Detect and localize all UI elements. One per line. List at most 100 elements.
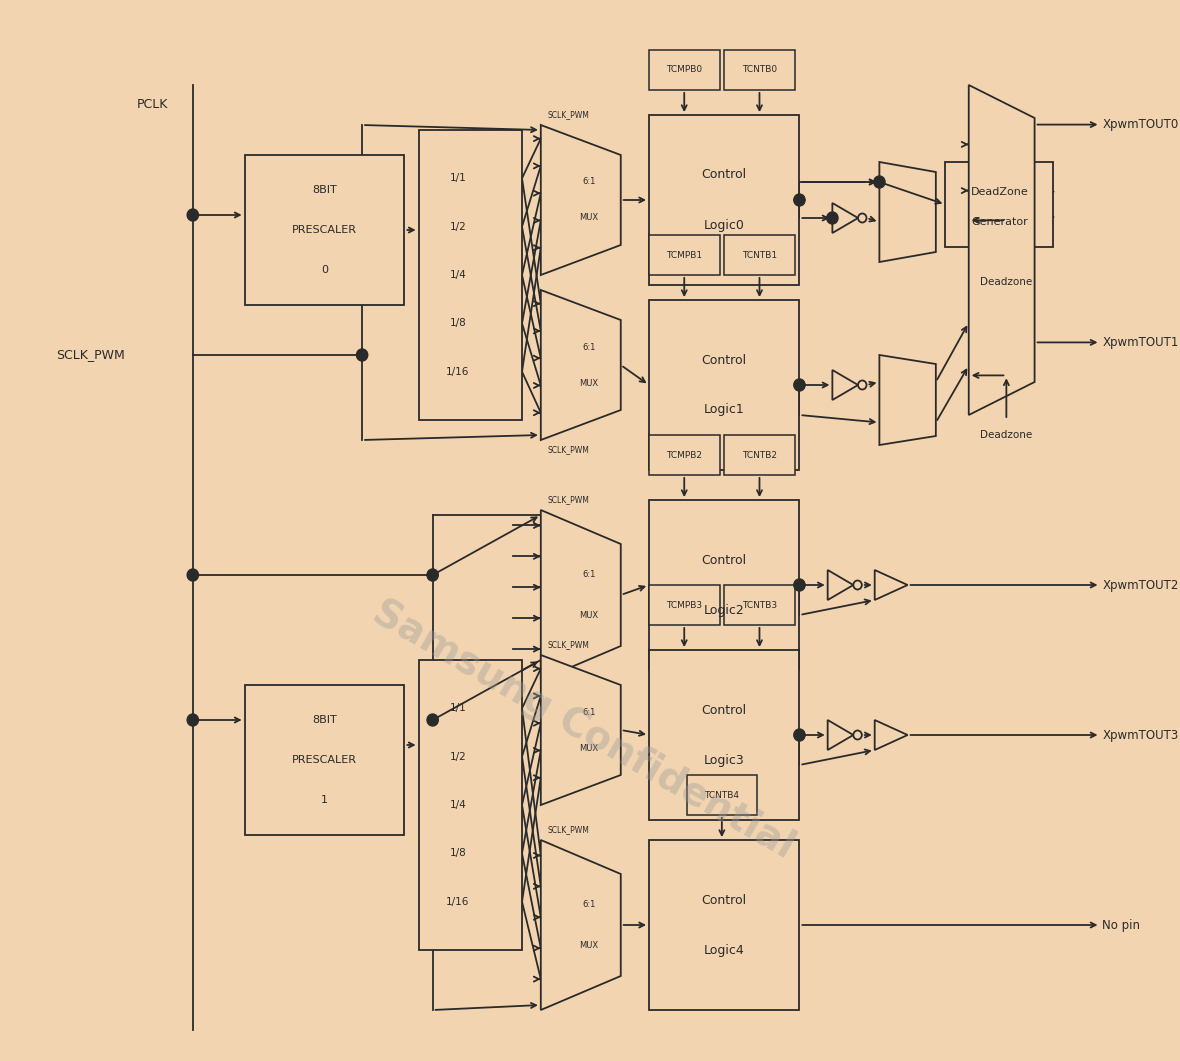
Text: 1/1: 1/1 (450, 703, 466, 713)
Polygon shape (874, 570, 907, 601)
Text: Control: Control (702, 169, 747, 181)
Text: MUX: MUX (579, 379, 598, 387)
Circle shape (794, 579, 805, 591)
Text: Control: Control (702, 893, 747, 906)
Text: 1/2: 1/2 (450, 222, 466, 231)
Circle shape (858, 213, 866, 223)
Polygon shape (879, 355, 936, 445)
Text: 6:1: 6:1 (582, 343, 596, 351)
Circle shape (188, 714, 198, 726)
Text: Logic2: Logic2 (703, 604, 745, 616)
Polygon shape (879, 162, 936, 262)
Text: 6:1: 6:1 (582, 570, 596, 579)
Polygon shape (874, 720, 907, 750)
Text: PCLK: PCLK (137, 99, 168, 111)
Bar (649, 300, 800, 470)
Bar (419, 131, 522, 420)
Text: XpwmTOUT3: XpwmTOUT3 (1102, 729, 1179, 742)
Bar (244, 155, 405, 305)
Text: Control: Control (702, 554, 747, 567)
Text: 8BIT: 8BIT (312, 185, 336, 195)
Text: Control: Control (702, 353, 747, 366)
Text: TCMPB1: TCMPB1 (667, 250, 702, 260)
Text: SCLK_PWM: SCLK_PWM (548, 110, 590, 120)
Circle shape (427, 569, 438, 581)
Circle shape (794, 194, 805, 206)
Text: 1/4: 1/4 (450, 800, 466, 810)
Circle shape (188, 569, 198, 581)
Polygon shape (969, 85, 1035, 415)
Bar (649, 840, 800, 1010)
Bar (649, 115, 800, 285)
Polygon shape (540, 125, 621, 275)
Bar (945, 162, 1054, 247)
Text: 1/16: 1/16 (446, 897, 470, 907)
Text: Logic0: Logic0 (703, 219, 745, 231)
Text: 1/4: 1/4 (450, 269, 466, 280)
Bar (419, 660, 522, 950)
Text: 1/8: 1/8 (450, 849, 466, 858)
Text: 8BIT: 8BIT (312, 715, 336, 725)
Bar (649, 234, 720, 275)
Polygon shape (540, 655, 621, 805)
Bar (649, 585, 720, 625)
Circle shape (356, 349, 368, 361)
Circle shape (794, 379, 805, 392)
Text: 1/1: 1/1 (450, 173, 466, 184)
Text: TCNTB3: TCNTB3 (742, 601, 778, 609)
Polygon shape (540, 510, 621, 680)
Circle shape (188, 209, 198, 221)
Text: PRESCALER: PRESCALER (291, 755, 358, 765)
Circle shape (794, 729, 805, 741)
Circle shape (858, 381, 866, 389)
Text: 6:1: 6:1 (582, 708, 596, 716)
Text: Deadzone: Deadzone (981, 430, 1032, 440)
Circle shape (827, 212, 838, 224)
Text: TCNTB0: TCNTB0 (742, 66, 778, 74)
Text: XpwmTOUT2: XpwmTOUT2 (1102, 578, 1179, 591)
Text: SCLK_PWM: SCLK_PWM (57, 348, 125, 362)
Bar (725, 435, 795, 475)
Text: Logic3: Logic3 (703, 753, 745, 766)
Text: Deadzone: Deadzone (981, 277, 1032, 286)
Text: SCLK_PWM: SCLK_PWM (548, 641, 590, 649)
Bar (725, 234, 795, 275)
Text: TCMPB0: TCMPB0 (667, 66, 702, 74)
Bar (649, 50, 720, 90)
Polygon shape (832, 203, 858, 233)
Text: SCLK_PWM: SCLK_PWM (548, 495, 590, 504)
Bar (687, 775, 758, 815)
Bar (725, 585, 795, 625)
Bar (649, 500, 800, 669)
Text: 1: 1 (321, 795, 328, 805)
Text: No pin: No pin (1102, 919, 1140, 932)
Text: Logic1: Logic1 (703, 403, 745, 417)
Circle shape (853, 580, 861, 590)
Text: TCNTB4: TCNTB4 (704, 790, 740, 800)
Polygon shape (540, 840, 621, 1010)
Bar (649, 650, 800, 820)
Text: TCNTB2: TCNTB2 (742, 451, 776, 459)
Text: 1/8: 1/8 (450, 318, 466, 328)
Text: XpwmTOUT0: XpwmTOUT0 (1102, 118, 1179, 132)
Text: PRESCALER: PRESCALER (291, 225, 358, 234)
Text: TCMPB2: TCMPB2 (667, 451, 702, 459)
Text: MUX: MUX (579, 213, 598, 223)
Circle shape (873, 176, 885, 188)
Text: Control: Control (702, 703, 747, 716)
Text: SCLK_PWM: SCLK_PWM (548, 825, 590, 835)
Text: 6:1: 6:1 (582, 900, 596, 909)
Polygon shape (827, 570, 853, 601)
Text: TCNTB1: TCNTB1 (742, 250, 778, 260)
Text: MUX: MUX (579, 744, 598, 752)
Text: Samsung Confidential: Samsung Confidential (366, 593, 801, 867)
Text: Generator: Generator (971, 218, 1028, 227)
Text: MUX: MUX (579, 611, 598, 620)
Polygon shape (540, 290, 621, 440)
Polygon shape (827, 720, 853, 750)
Bar (649, 435, 720, 475)
Text: 1/16: 1/16 (446, 367, 470, 377)
Text: DeadZone: DeadZone (970, 187, 1028, 197)
Text: MUX: MUX (579, 941, 598, 950)
Text: 1/2: 1/2 (450, 751, 466, 762)
